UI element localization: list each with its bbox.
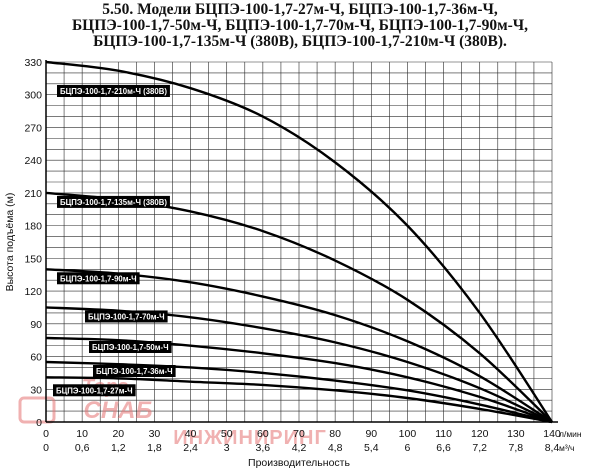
x-tick-label-lmin: 120 [471, 428, 489, 440]
x-tick-label-m3h: 7,8 [509, 442, 524, 454]
x-tick-label-lmin: 30 [149, 428, 161, 440]
series-label-text: БЦПЭ-100-1,7-90м-Ч [60, 274, 137, 283]
company-watermark: ТоргСНАБИНЖИНИРИНГ [18, 376, 327, 449]
x-tick-label-m3h: 8,4 [545, 442, 560, 454]
x-tick-label-lmin: 90 [365, 428, 377, 440]
x-tick-label-lmin: 20 [112, 428, 124, 440]
y-tick-label: 210 [24, 188, 42, 200]
x-tick-label-m3h: 4,2 [292, 442, 307, 454]
y-tick-label: 150 [24, 253, 42, 265]
y-tick-label: 240 [24, 155, 42, 167]
y-axis-title: Высота подъёма (м) [4, 193, 16, 292]
x-tick-label-m3h: 3,6 [256, 442, 271, 454]
x-tick-label-m3h: 0,6 [75, 442, 90, 454]
watermark-logo-shape [18, 396, 56, 424]
x-tick-label-m3h: 3 [224, 442, 230, 454]
y-tick-label: 60 [30, 352, 42, 364]
series-label-text: БЦПЭ-100-1,7-50м-Ч [92, 343, 169, 352]
series-label-text: БЦПЭ-100-1,7-27м-Ч [56, 386, 133, 395]
title-line-2: БЦПЭ-100-1,7-50м-Ч, БЦПЭ-100-1,7-70м-Ч, … [71, 17, 529, 34]
y-tick-label: 30 [30, 384, 42, 396]
series-label-box [93, 365, 176, 377]
x-unit-lmin: л/мин [559, 429, 582, 439]
x-tick-label-lmin: 70 [293, 428, 305, 440]
series-label-text: БЦПЭ-100-1,7-135м-Ч (380В) [60, 198, 167, 207]
y-tick-label: 120 [24, 286, 42, 298]
series-label-box [89, 341, 172, 353]
x-tick-label-lmin: 0 [43, 428, 49, 440]
curve-series-5 [45, 336, 553, 424]
series-label-box [53, 384, 136, 397]
x-tick-label-m3h: 7,2 [472, 442, 487, 454]
x-tick-label-lmin: 60 [257, 428, 269, 440]
y-tick-label: 300 [24, 90, 42, 102]
watermark-text-3: ИНЖИНИРИНГ [173, 427, 327, 449]
x-tick-label-lmin: 40 [185, 428, 197, 440]
series-label-3: БЦПЭ-100-1,7-90м-Ч [57, 272, 140, 285]
y-tick-label: 0 [36, 417, 42, 429]
title-line-1: 5.50. Модели БЦПЭ-100-1,7-27м-Ч, БЦПЭ-10… [102, 1, 498, 18]
page-title: 5.50. Модели БЦПЭ-100-1,7-27м-Ч, БЦПЭ-10… [0, 2, 600, 50]
x-tick-label-lmin: 80 [329, 428, 341, 440]
x-tick-label-lmin: 110 [435, 428, 452, 440]
y-tick-label: 330 [24, 57, 42, 69]
x-tick-label-m3h: 4,8 [328, 442, 343, 454]
y-tick-label: 270 [24, 122, 42, 134]
series-label-box [57, 272, 140, 285]
y-tick-label: 180 [24, 221, 42, 233]
chart-axes: 030609012015018021024027030033000100,620… [4, 57, 582, 469]
series-label-1: БЦПЭ-100-1,7-210м-Ч (380В) [57, 85, 170, 97]
curve-series-7 [45, 376, 553, 424]
x-tick-label-m3h: 6,6 [436, 442, 451, 454]
x-tick-label-m3h: 0 [43, 442, 49, 454]
x-tick-label-lmin: 100 [399, 428, 417, 440]
series-label-2: БЦПЭ-100-1,7-135м-Ч (380В) [57, 195, 170, 208]
series-label-text: БЦПЭ-100-1,7-210м-Ч (380В) [60, 87, 167, 96]
series-label-5: БЦПЭ-100-1,7-50м-Ч [89, 341, 172, 353]
x-axis-title: Производительность [248, 457, 350, 469]
x-tick-label-lmin: 130 [507, 428, 525, 440]
series-label-4: БЦПЭ-100-1,7-70м-Ч [85, 310, 168, 323]
x-unit-m3h: м³/ч [559, 443, 574, 453]
x-tick-label-lmin: 140 [543, 428, 561, 440]
x-tick-label-m3h: 1,8 [147, 442, 162, 454]
x-tick-label-m3h: 5,4 [364, 442, 379, 454]
series-label-box [85, 310, 168, 323]
curve-series-1 [45, 60, 554, 423]
series-label-box [57, 85, 170, 97]
watermark-text-2: СНАБ [84, 397, 153, 424]
x-tick-label-lmin: 10 [76, 428, 88, 440]
series-labels: БЦПЭ-100-1,7-210м-Ч (380В) БЦПЭ-100-1,7-1… [53, 85, 176, 397]
x-tick-label-lmin: 50 [221, 428, 233, 440]
x-tick-label-m3h: 2,4 [183, 442, 198, 454]
series-label-box [57, 195, 170, 208]
series-label-7: БЦПЭ-100-1,7-27м-Ч [53, 384, 136, 397]
y-tick-label: 90 [30, 319, 42, 331]
series-label-text: БЦПЭ-100-1,7-70м-Ч [88, 312, 165, 321]
title-line-3: БЦПЭ-100-1,7-135м-Ч (380В), БЦПЭ-100-1,7… [93, 33, 507, 50]
x-tick-label-m3h: 6 [405, 442, 411, 454]
x-tick-label-m3h: 1,2 [111, 442, 126, 454]
curve-series-6 [45, 360, 553, 424]
series-label-6: БЦПЭ-100-1,7-36м-Ч [93, 365, 176, 377]
series-label-text: БЦПЭ-100-1,7-36м-Ч [96, 367, 173, 376]
